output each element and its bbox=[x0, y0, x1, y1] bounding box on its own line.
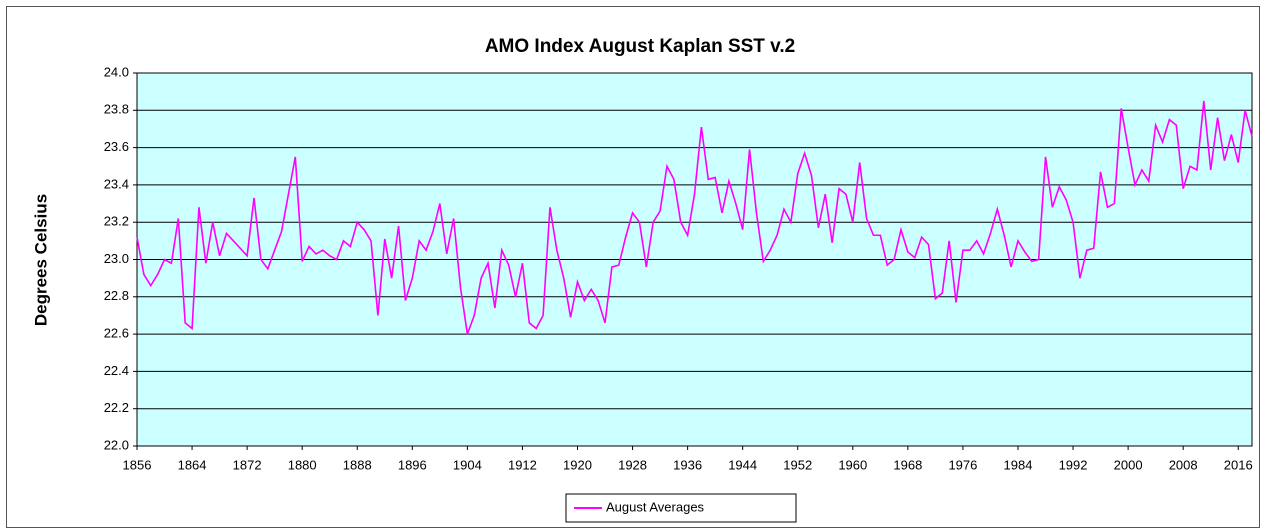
y-tick-label: 22.8 bbox=[104, 288, 129, 303]
x-tick-label: 1960 bbox=[838, 457, 867, 472]
plot-border bbox=[136, 72, 1253, 447]
y-tick-label: 23.8 bbox=[104, 102, 129, 117]
x-tick-label: 1888 bbox=[343, 457, 372, 472]
y-tick-label: 22.6 bbox=[104, 326, 129, 341]
y-tick-label: 23.2 bbox=[104, 214, 129, 229]
x-tick-label: 1936 bbox=[673, 457, 702, 472]
x-tick-label: 1880 bbox=[288, 457, 317, 472]
legend-box bbox=[565, 493, 797, 523]
x-tick-label: 1928 bbox=[618, 457, 647, 472]
x-tick-label: 1872 bbox=[233, 457, 262, 472]
x-tick-label: 2008 bbox=[1169, 457, 1198, 472]
y-tick-label: 23.6 bbox=[104, 139, 129, 154]
x-tick-label: 1904 bbox=[453, 457, 482, 472]
y-tick-label: 23.0 bbox=[104, 251, 129, 266]
x-tick-label: 1896 bbox=[398, 457, 427, 472]
x-tick-label: 1992 bbox=[1059, 457, 1088, 472]
x-tick-label: 1952 bbox=[783, 457, 812, 472]
x-tick-label: 1944 bbox=[728, 457, 757, 472]
y-tick-label: 24.0 bbox=[104, 64, 129, 79]
y-axis-label: Degrees Celsius bbox=[31, 194, 50, 326]
x-tick-label: 1856 bbox=[123, 457, 152, 472]
y-tick-label: 23.4 bbox=[104, 176, 129, 191]
x-tick-label: 1912 bbox=[508, 457, 537, 472]
y-tick-label: 22.2 bbox=[104, 400, 129, 415]
x-tick-label: 1920 bbox=[563, 457, 592, 472]
legend-label: August Averages bbox=[606, 499, 705, 514]
x-tick-label: 2000 bbox=[1114, 457, 1143, 472]
y-tick-label: 22.4 bbox=[104, 363, 129, 378]
x-tick-label: 1976 bbox=[948, 457, 977, 472]
x-tick-label: 2016 bbox=[1224, 457, 1253, 472]
y-tick-label: 22.0 bbox=[104, 437, 129, 452]
data-line bbox=[136, 100, 1253, 335]
x-tick-label: 1984 bbox=[1004, 457, 1033, 472]
chart-title: AMO Index August Kaplan SST v.2 bbox=[485, 36, 795, 57]
x-tick-label: 1968 bbox=[893, 457, 922, 472]
x-tick-label: 1864 bbox=[178, 457, 207, 472]
